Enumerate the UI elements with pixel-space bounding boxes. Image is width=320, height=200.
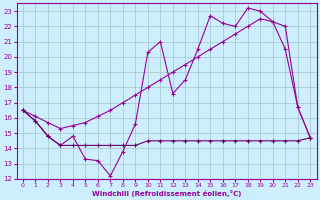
- X-axis label: Windchill (Refroidissement éolien,°C): Windchill (Refroidissement éolien,°C): [92, 190, 241, 197]
